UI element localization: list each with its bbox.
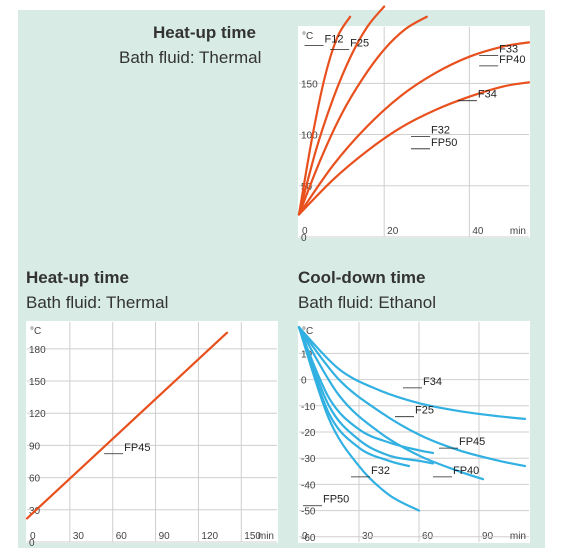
x-tick-label: 0 (302, 226, 308, 237)
y-tick-label: 180 (29, 345, 46, 356)
y-tick-label: 0 (29, 538, 35, 549)
y-tick-label: -50 (301, 507, 316, 518)
annotation-label: F34 (478, 89, 497, 101)
series-line-3 (297, 326, 485, 481)
cool-down-chart: 0306090-60-50-40-30-20-10010°CminF34F25F… (297, 321, 530, 544)
annotation-label: FP45 (459, 436, 485, 448)
x-tick-label: 40 (472, 226, 484, 237)
series-line-2 (297, 326, 527, 468)
series-line-4 (297, 41, 531, 216)
series-line-2 (297, 5, 386, 216)
annotation-label: F12 (325, 33, 344, 45)
series-line-3 (297, 15, 428, 216)
x-tick-label: 0 (30, 531, 36, 542)
annotation-label: F32 (371, 465, 390, 477)
chart-3-subtitle: Bath fluid: Ethanol (298, 293, 436, 312)
x-unit-label: min (258, 531, 274, 542)
annotation-label: F34 (423, 376, 442, 388)
x-unit-label: min (510, 226, 526, 237)
annotation-label: F33 (499, 44, 518, 56)
x-tick-label: 150 (244, 531, 261, 542)
annotation-label: FP45 (124, 442, 150, 454)
series-line-1 (297, 15, 352, 216)
y-unit-label: °C (302, 326, 313, 337)
x-tick-label: 60 (116, 531, 128, 542)
series-line-5 (297, 326, 435, 465)
annotation-label: FP50 (323, 494, 349, 506)
series-line-5 (297, 81, 531, 216)
y-unit-label: °C (30, 326, 41, 337)
annotation-label: FP40 (453, 465, 479, 477)
y-tick-label: 0 (301, 376, 307, 387)
chart-2-title: Heat-up time (26, 268, 129, 287)
chart-3-title: Cool-down time (298, 268, 426, 287)
annotation-label: F25 (350, 37, 369, 49)
chart-1-title: Heat-up time (153, 23, 256, 42)
series-line-7 (297, 326, 421, 512)
chart-panel: Heat-up time Bath fluid: Thermal 0 20 40 0 5… (18, 5, 545, 549)
y-tick-label: 0 (301, 233, 307, 244)
y-tick-label: 100 (301, 131, 318, 142)
y-tick-label: -60 (301, 533, 316, 544)
y-tick-label: -40 (301, 480, 316, 491)
y-tick-label: -20 (301, 428, 316, 439)
plot-area (26, 321, 278, 543)
annotation-label: FP50 (431, 137, 457, 149)
x-unit-label: min (510, 531, 526, 542)
x-tick-label: 120 (201, 531, 218, 542)
plot-area (298, 26, 530, 238)
annotation-label: F32 (431, 125, 450, 137)
annotation-label: FP40 (499, 54, 525, 66)
y-tick-label: 60 (29, 474, 41, 485)
x-tick-label: 20 (387, 226, 399, 237)
x-tick-label: 90 (159, 531, 171, 542)
y-tick-label: -10 (301, 402, 316, 413)
series-line-4 (297, 326, 435, 455)
y-tick-label: 90 (29, 441, 41, 452)
annotation-label: F25 (415, 405, 434, 417)
y-tick-label: -30 (301, 454, 316, 465)
chart-1-subtitle: Bath fluid: Thermal (119, 48, 262, 67)
y-tick-label: 150 (301, 79, 318, 90)
y-tick-label: 150 (29, 377, 46, 388)
y-tick-label: 120 (29, 409, 46, 420)
series-line-1 (25, 331, 229, 520)
chart-2-subtitle: Bath fluid: Thermal (26, 293, 169, 312)
series-line-1 (297, 326, 527, 421)
x-tick-label: 30 (73, 531, 85, 542)
y-unit-label: °C (302, 31, 313, 42)
